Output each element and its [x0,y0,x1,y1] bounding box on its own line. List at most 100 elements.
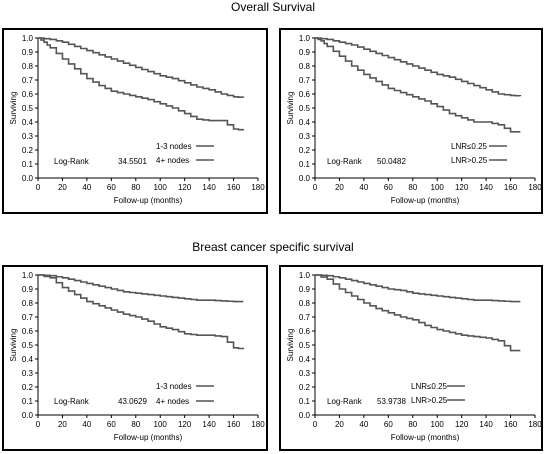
y-tick-label: 0.8 [299,62,311,71]
y-tick-label: 0.7 [299,76,311,85]
y-tick-label: 0.4 [299,118,311,127]
legend-entry-1: 1-3 nodes [156,382,192,391]
section-title-overall-survival: Overall Survival [230,0,316,14]
x-tick-label: 120 [178,183,192,192]
y-tick-label: 0.2 [22,383,34,392]
chart-svg-bcss-nodes: 0.0 0.1 0.2 0.3 0.4 0.5 0.6 0.7 0.8 0.9 1.0 0 20 40 60… [9,271,265,442]
series-line-2 [315,274,521,352]
legend-entry-1: LNR≤0.25 [411,382,448,391]
log-rank-value: 50.0482 [377,157,406,166]
y-tick-label: 0.9 [22,285,34,294]
y-axis-label: Surviving [9,92,18,125]
chart-panel-os-nodes: 0.0 0.1 0.2 0.3 0.4 0.5 0.6 0.7 0.8 0.9 1.0 0 20 40 60… [2,28,268,214]
y-tick-label: 0.8 [299,299,311,308]
x-tick-label: 180 [528,420,542,429]
x-tick-label: 180 [251,420,265,429]
y-tick-label: 1.0 [299,271,311,280]
x-tick-label: 100 [431,183,445,192]
y-tick-label: 0.1 [22,397,34,406]
y-tick-label: 0.0 [299,411,311,420]
series-line-2 [38,274,245,350]
y-tick-label: 0.2 [22,146,34,155]
x-axis-label: Follow-up (months) [391,196,460,205]
x-tick-label: 60 [384,183,393,192]
y-tick-label: 0.6 [22,327,34,336]
chart-svg-os-nodes: 0.0 0.1 0.2 0.3 0.4 0.5 0.6 0.7 0.8 0.9 1.0 0 20 40 60… [9,34,265,205]
y-tick-label: 0.9 [299,48,311,57]
y-axis-label: Surviving [286,92,295,125]
x-tick-label: 120 [455,183,469,192]
log-rank-label: Log-Rank [327,397,363,406]
legend-entry-2: 4+ nodes [156,156,189,165]
y-tick-label: 0.7 [22,313,34,322]
x-tick-label: 40 [82,183,91,192]
legend-entry-1: LNR≤0.25 [451,142,488,151]
x-axis-label: Follow-up (months) [114,433,183,442]
x-tick-label: 40 [359,183,368,192]
legend-entry-2: LNR>0.25 [411,396,448,405]
x-tick-label: 60 [384,420,393,429]
x-tick-label: 140 [479,420,493,429]
y-tick-label: 0.5 [299,341,311,350]
x-tick-label: 80 [408,183,417,192]
x-tick-label: 120 [455,420,469,429]
legend-entry-1: 1-3 nodes [156,142,192,151]
y-tick-label: 0.3 [299,369,311,378]
x-tick-label: 0 [36,420,41,429]
y-tick-label: 0.0 [299,174,311,183]
x-tick-label: 100 [154,183,168,192]
y-tick-label: 0.6 [299,90,311,99]
log-rank-label: Log-Rank [54,157,90,166]
chart-svg-bcss-lnr: 0.0 0.1 0.2 0.3 0.4 0.5 0.6 0.7 0.8 0.9 1.0 0 20 40 60… [286,271,542,442]
y-axis-label: Surviving [9,329,18,362]
y-tick-label: 0.2 [299,383,311,392]
x-tick-label: 160 [504,420,518,429]
y-tick-label: 0.3 [22,369,34,378]
x-tick-label: 20 [58,420,67,429]
x-tick-label: 60 [107,183,116,192]
x-tick-label: 80 [131,420,140,429]
y-tick-label: 0.8 [22,299,34,308]
x-tick-label: 100 [154,420,168,429]
x-tick-label: 160 [227,420,241,429]
y-tick-label: 0.1 [299,160,311,169]
series-line-2 [315,37,521,133]
x-axis-label: Follow-up (months) [391,433,460,442]
y-tick-label: 1.0 [22,271,34,280]
series-line-1 [38,37,245,98]
chart-panel-bcss-lnr: 0.0 0.1 0.2 0.3 0.4 0.5 0.6 0.7 0.8 0.9 1.0 0 20 40 60… [279,265,543,451]
x-tick-label: 140 [202,183,216,192]
y-tick-label: 0.3 [22,132,34,141]
y-tick-label: 0.4 [299,355,311,364]
x-tick-label: 20 [335,420,344,429]
y-tick-label: 0.9 [22,48,34,57]
y-tick-label: 0.7 [22,76,34,85]
x-axis-label: Follow-up (months) [114,196,183,205]
y-tick-label: 0.1 [22,160,34,169]
y-tick-label: 0.9 [299,285,311,294]
chart-panel-bcss-nodes: 0.0 0.1 0.2 0.3 0.4 0.5 0.6 0.7 0.8 0.9 1.0 0 20 40 60… [2,265,268,451]
x-tick-label: 180 [251,183,265,192]
y-tick-label: 0.5 [22,104,34,113]
x-tick-label: 160 [504,183,518,192]
y-tick-label: 1.0 [22,34,34,43]
x-tick-label: 80 [131,183,140,192]
legend-entry-2: LNR>0.25 [451,156,488,165]
x-tick-label: 100 [431,420,445,429]
y-tick-label: 0.6 [299,327,311,336]
y-tick-label: 0.2 [299,146,311,155]
y-axis-label: Surviving [286,329,295,362]
log-rank-value: 53.9738 [377,397,406,406]
log-rank-value: 34.5501 [118,157,147,166]
log-rank-label: Log-Rank [54,397,90,406]
y-tick-label: 0.3 [299,132,311,141]
log-rank-value: 43.0629 [118,397,147,406]
y-tick-label: 0.4 [22,355,34,364]
x-tick-label: 80 [408,420,417,429]
x-tick-label: 40 [359,420,368,429]
x-tick-label: 0 [36,183,41,192]
chart-panel-os-lnr: 0.0 0.1 0.2 0.3 0.4 0.5 0.6 0.7 0.8 0.9 1.0 0 20 40 60… [279,28,543,214]
y-tick-label: 0.8 [22,62,34,71]
y-tick-label: 0.1 [299,397,311,406]
x-tick-label: 180 [528,183,542,192]
